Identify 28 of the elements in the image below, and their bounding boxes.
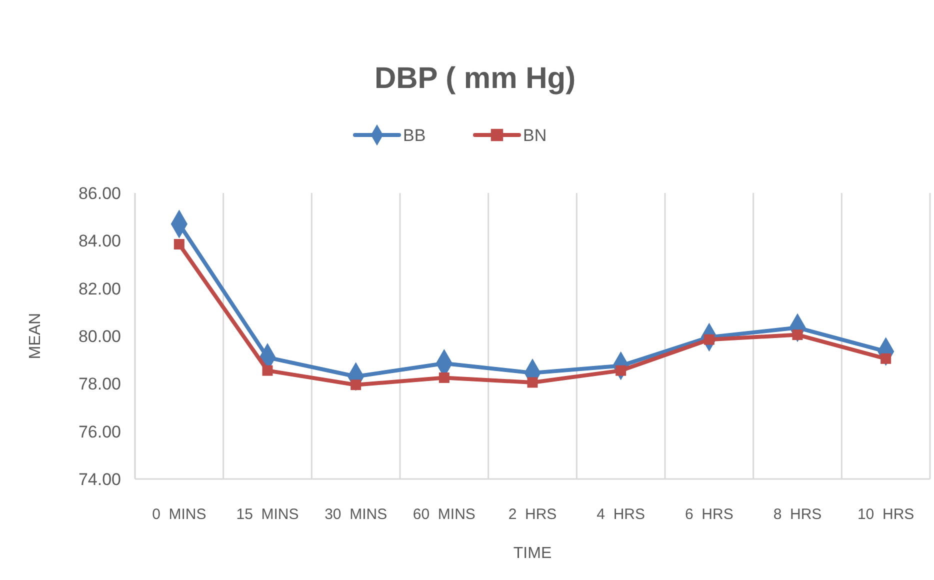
point [262,365,273,376]
x-tick-label: 6 HRS [684,506,734,523]
y-axis-title: MEAN [27,312,44,360]
point [527,377,538,388]
x-tick-label: 0 MINS [152,506,206,523]
point [174,239,184,250]
point [880,353,892,364]
x-axis-title: TIME [513,545,552,562]
x-tick-label: 4 HRS [596,506,646,523]
x-tick-label: 15 MINS [236,506,299,523]
point [792,330,803,340]
x-tick-label: 30 MINS [324,506,388,523]
y-tick-label: 78.00 [78,374,121,394]
y-tick-label: 86.00 [78,184,121,203]
y-tick-label: 84.00 [78,232,121,251]
legend-label: BN [523,126,547,145]
x-tick-label: 60 MINS [412,506,476,523]
chart-title: DBP ( mm Hg) [374,62,576,95]
y-tick-label: 80.00 [78,326,121,346]
y-tick-label: 76.00 [78,422,121,442]
point [350,380,362,390]
x-tick-label: 10 HRS [857,506,914,523]
x-tick-label: 8 HRS [773,506,822,523]
y-tick-label: 82.00 [78,279,121,298]
point [438,372,450,383]
legend-label: BB [403,126,426,145]
x-tick-label: 2 HRS [508,506,557,523]
y-tick-label: 74.00 [78,470,121,489]
